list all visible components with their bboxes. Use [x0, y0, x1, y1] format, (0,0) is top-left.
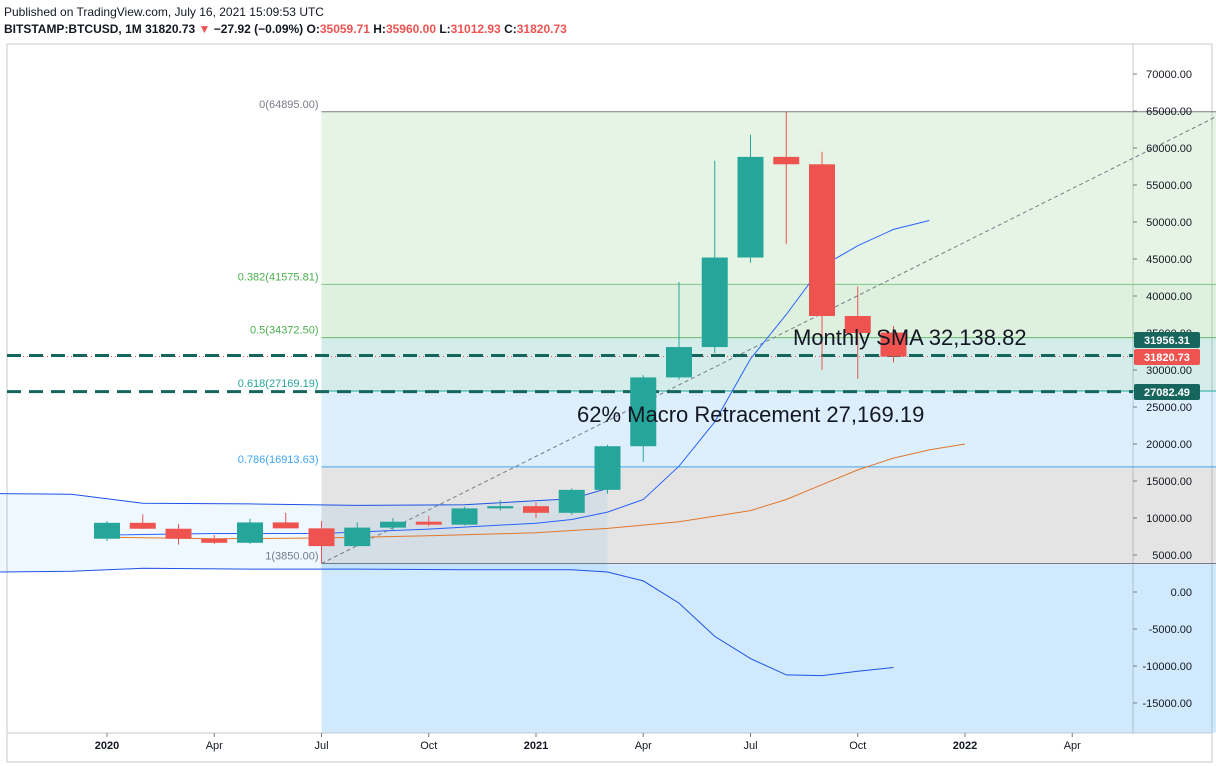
low-value: 31012.93: [450, 22, 501, 36]
candle-body: [201, 538, 228, 543]
candle-body: [809, 164, 835, 316]
sma-fast-line: [106, 220, 930, 536]
open-value: 35059.71: [319, 22, 370, 36]
x-tick-label: Apr: [635, 740, 652, 752]
fib-level-label: 0.618(27169.19): [238, 378, 319, 390]
x-tick-label: Jul: [743, 740, 757, 752]
y-tick-label: 70000.00: [1146, 69, 1192, 81]
y-tick-label: 5000.00: [1152, 550, 1192, 562]
x-tick-label: 2021: [524, 740, 548, 752]
price-axis-badge-label: 31956.31: [1144, 335, 1190, 347]
candle-body: [666, 347, 692, 378]
price-axis-badge-label: 31820.73: [1144, 352, 1190, 364]
x-tick-label: Oct: [849, 740, 866, 752]
y-tick-label: 20000.00: [1146, 439, 1192, 451]
fib-zone: [321, 111, 1216, 285]
fib-zone: [321, 390, 1216, 467]
price-change: −27.92 (−0.09%): [213, 22, 304, 36]
candle-body: [344, 527, 371, 547]
candle-body: [451, 508, 478, 525]
candle-body: [594, 446, 621, 490]
y-tick-label: 25000.00: [1146, 402, 1192, 414]
candle-body: [558, 489, 585, 513]
x-tick-label: Apr: [1064, 740, 1081, 752]
y-tick-label: 40000.00: [1146, 291, 1192, 303]
candle-body: [844, 315, 871, 333]
fib-level-label: 0.382(41575.81): [238, 271, 319, 283]
high-label: H:: [373, 22, 386, 36]
candle-body: [701, 257, 728, 348]
fib-zone: [321, 284, 1216, 338]
y-tick-label: 10000.00: [1146, 513, 1192, 525]
candle-body: [308, 528, 335, 547]
close-label: C:: [504, 22, 517, 36]
x-tick-label: Oct: [420, 740, 437, 752]
time-axis-panel: [6, 732, 1213, 763]
fib-level-label: 0.786(16913.63): [238, 454, 319, 466]
candle-body: [94, 522, 120, 539]
fib-level-label: 0.5(34372.50): [250, 325, 319, 337]
plot-area: [6, 43, 1134, 734]
y-tick-label: 50000.00: [1146, 217, 1192, 229]
high-value: 35960.00: [385, 22, 436, 36]
candle-body: [165, 528, 192, 539]
open-label: O:: [306, 22, 320, 36]
price-axis-badge-label: 27082.49: [1144, 387, 1190, 399]
fib-zone: [321, 563, 1216, 733]
x-tick-label: Jul: [314, 740, 328, 752]
published-caption: Published on TradingView.com, July 16, 2…: [4, 5, 324, 19]
close-value: 31820.73: [516, 22, 567, 36]
y-tick-label: 0.00: [1171, 587, 1192, 599]
fib-trend-line: [321, 116, 1216, 564]
x-tick-label: 2020: [95, 740, 119, 752]
candle-body: [737, 156, 764, 258]
candle-body: [523, 506, 549, 513]
y-tick-label: 45000.00: [1146, 254, 1192, 266]
annotation-sma: Monthly SMA 32,138.82: [793, 325, 1027, 350]
y-tick-label: 15000.00: [1146, 476, 1192, 488]
y-tick-label: -15000.00: [1142, 698, 1192, 710]
y-tick-label: -5000.00: [1149, 624, 1192, 636]
candle-body: [237, 522, 263, 543]
candle-body: [487, 506, 514, 509]
candle-body: [272, 522, 299, 529]
y-tick-label: 60000.00: [1146, 143, 1192, 155]
band-lower-line: [0, 567, 894, 677]
symbol-ohlc-line: BITSTAMP:BTCUSD, 1M 31820.73 ▼ −27.92 (−…: [4, 22, 567, 36]
down-arrow-icon: ▼: [198, 22, 211, 36]
candle-body: [380, 521, 406, 528]
candle-body: [129, 522, 156, 529]
last-price: 31820.73: [145, 22, 196, 36]
candle-body: [880, 332, 907, 357]
price-axis-badge: [1134, 384, 1200, 400]
band-upper-line: [0, 487, 608, 506]
low-label: L:: [439, 22, 451, 36]
price-axis-badge: [1134, 332, 1200, 348]
y-tick-label: 30000.00: [1146, 365, 1192, 377]
candle-body: [630, 377, 657, 447]
candle-body: [415, 521, 442, 525]
fib-level-label: 0(64895.00): [259, 99, 318, 111]
fib-zone: [321, 337, 1216, 391]
sma-slow-line: [106, 443, 966, 540]
annotation-retracement: 62% Macro Retracement 27,169.19: [577, 402, 924, 427]
fib-level-label: 1(3850.00): [265, 551, 318, 563]
y-tick-label: 55000.00: [1146, 180, 1192, 192]
y-tick-label: -10000.00: [1142, 661, 1192, 673]
y-tick-label: 65000.00: [1146, 106, 1192, 118]
symbol-label[interactable]: BITSTAMP:BTCUSD, 1M: [4, 22, 142, 36]
x-tick-label: 2022: [953, 740, 977, 752]
price-axis-badge: [1134, 349, 1200, 365]
x-tick-label: Apr: [206, 740, 223, 752]
candle-body: [773, 156, 800, 165]
